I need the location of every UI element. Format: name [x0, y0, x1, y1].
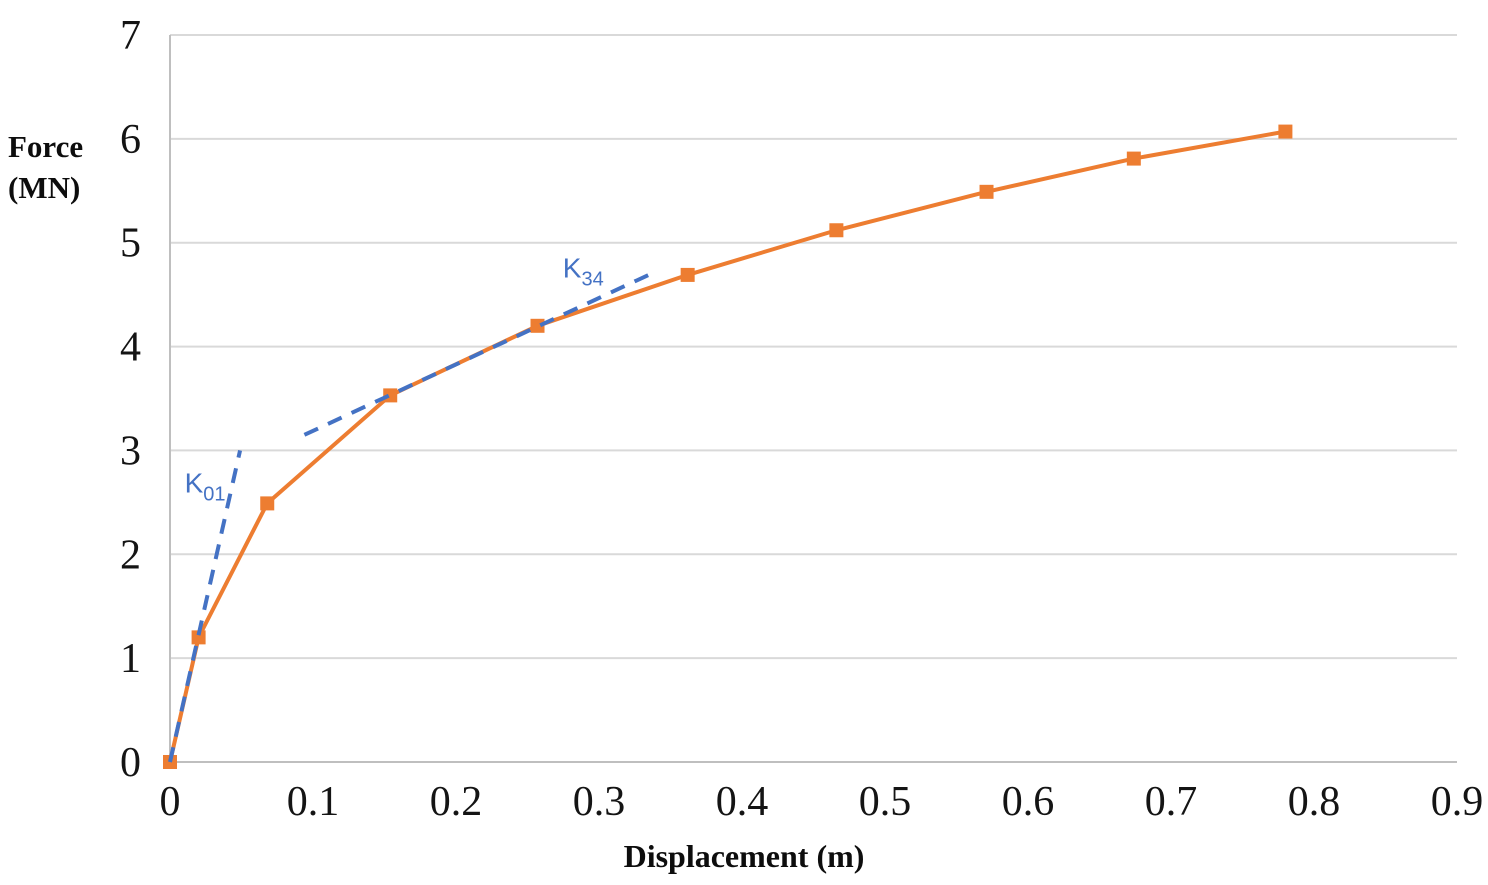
y-tick-label-1: 1 — [120, 636, 141, 682]
data-point-marker — [680, 267, 695, 282]
gridlines — [170, 34, 1457, 660]
y-tick-label-4: 4 — [120, 325, 141, 371]
x-tick-label-0.5: 0.5 — [859, 779, 912, 825]
k01-label-main: K — [185, 468, 204, 499]
k01-label-subscript: 01 — [203, 484, 225, 506]
y-axis-title: Force (MN) — [8, 126, 83, 208]
x-tick-label-0.6: 0.6 — [1002, 779, 1055, 825]
data-point-marker — [829, 223, 844, 238]
x-tick-label-0.7: 0.7 — [1145, 779, 1198, 825]
data-point-marker — [1126, 151, 1141, 166]
series-group — [163, 124, 1293, 769]
x-tick-label-0.3: 0.3 — [573, 779, 626, 825]
data-point-marker — [191, 630, 206, 645]
annotation-lines — [168, 268, 659, 763]
x-tick-label-0: 0 — [160, 779, 181, 825]
k01-dashed-line — [168, 449, 243, 763]
k34-dashed-line — [303, 268, 659, 437]
k34-label-main: K — [563, 253, 582, 284]
k34-label-subscript: 34 — [581, 269, 603, 291]
data-point-marker — [1278, 124, 1293, 139]
y-axis-title-line2: (MN) — [8, 170, 81, 205]
data-point-marker — [530, 318, 545, 333]
y-tick-label-3: 3 — [120, 428, 141, 474]
data-point-marker — [383, 388, 398, 403]
data-point-marker — [260, 496, 275, 511]
x-tick-label-0.2: 0.2 — [430, 779, 483, 825]
y-tick-label-0: 0 — [120, 740, 141, 786]
data-point-marker — [979, 184, 994, 199]
x-tick-label-0.4: 0.4 — [716, 779, 769, 825]
x-tick-label-0.1: 0.1 — [287, 779, 340, 825]
x-tick-label-0.9: 0.9 — [1431, 779, 1484, 825]
y-tick-label-5: 5 — [120, 221, 141, 267]
x-axis-title: Displacement (m) — [623, 838, 865, 874]
k34-stiffness-label: K34 — [563, 253, 604, 291]
y-tick-label-7: 7 — [120, 13, 141, 59]
k01-stiffness-label: K01 — [185, 468, 226, 506]
force-displacement-curve-line — [168, 129, 1286, 763]
x-tick-label-0.8: 0.8 — [1288, 779, 1341, 825]
y-axis-title-line1: Force — [8, 129, 84, 164]
y-tick-label-6: 6 — [120, 117, 141, 163]
y-tick-label-2: 2 — [120, 532, 141, 578]
axes — [169, 35, 1457, 763]
